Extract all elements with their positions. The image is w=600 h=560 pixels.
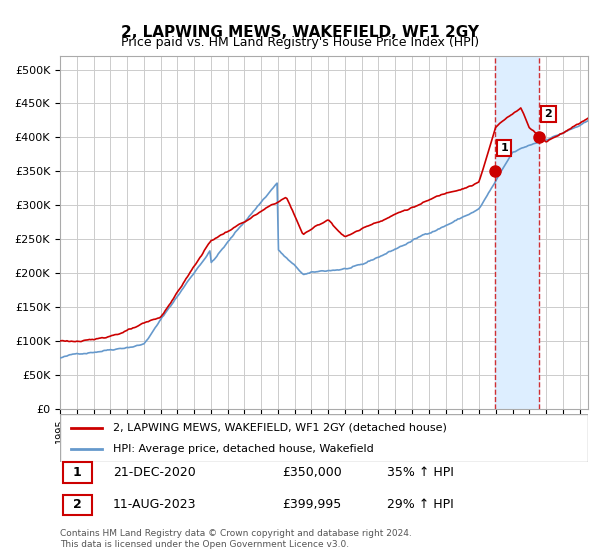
- Text: Contains HM Land Registry data © Crown copyright and database right 2024.
This d: Contains HM Land Registry data © Crown c…: [60, 529, 412, 549]
- Text: Price paid vs. HM Land Registry's House Price Index (HPI): Price paid vs. HM Land Registry's House …: [121, 36, 479, 49]
- Text: 21-DEC-2020: 21-DEC-2020: [113, 466, 196, 479]
- Text: £350,000: £350,000: [282, 466, 341, 479]
- FancyBboxPatch shape: [62, 463, 92, 483]
- FancyBboxPatch shape: [62, 494, 92, 515]
- Text: 1: 1: [500, 143, 508, 153]
- Text: 2, LAPWING MEWS, WAKEFIELD, WF1 2GY: 2, LAPWING MEWS, WAKEFIELD, WF1 2GY: [121, 25, 479, 40]
- Bar: [496, 56, 539, 409]
- Text: 1: 1: [73, 466, 81, 479]
- Text: 2: 2: [544, 109, 552, 119]
- Text: HPI: Average price, detached house, Wakefield: HPI: Average price, detached house, Wake…: [113, 444, 374, 454]
- Text: 29% ↑ HPI: 29% ↑ HPI: [388, 498, 454, 511]
- Text: £399,995: £399,995: [282, 498, 341, 511]
- Text: 2: 2: [73, 498, 81, 511]
- Text: 35% ↑ HPI: 35% ↑ HPI: [388, 466, 454, 479]
- FancyBboxPatch shape: [60, 414, 588, 462]
- Text: 11-AUG-2023: 11-AUG-2023: [113, 498, 196, 511]
- Text: 2, LAPWING MEWS, WAKEFIELD, WF1 2GY (detached house): 2, LAPWING MEWS, WAKEFIELD, WF1 2GY (det…: [113, 423, 446, 433]
